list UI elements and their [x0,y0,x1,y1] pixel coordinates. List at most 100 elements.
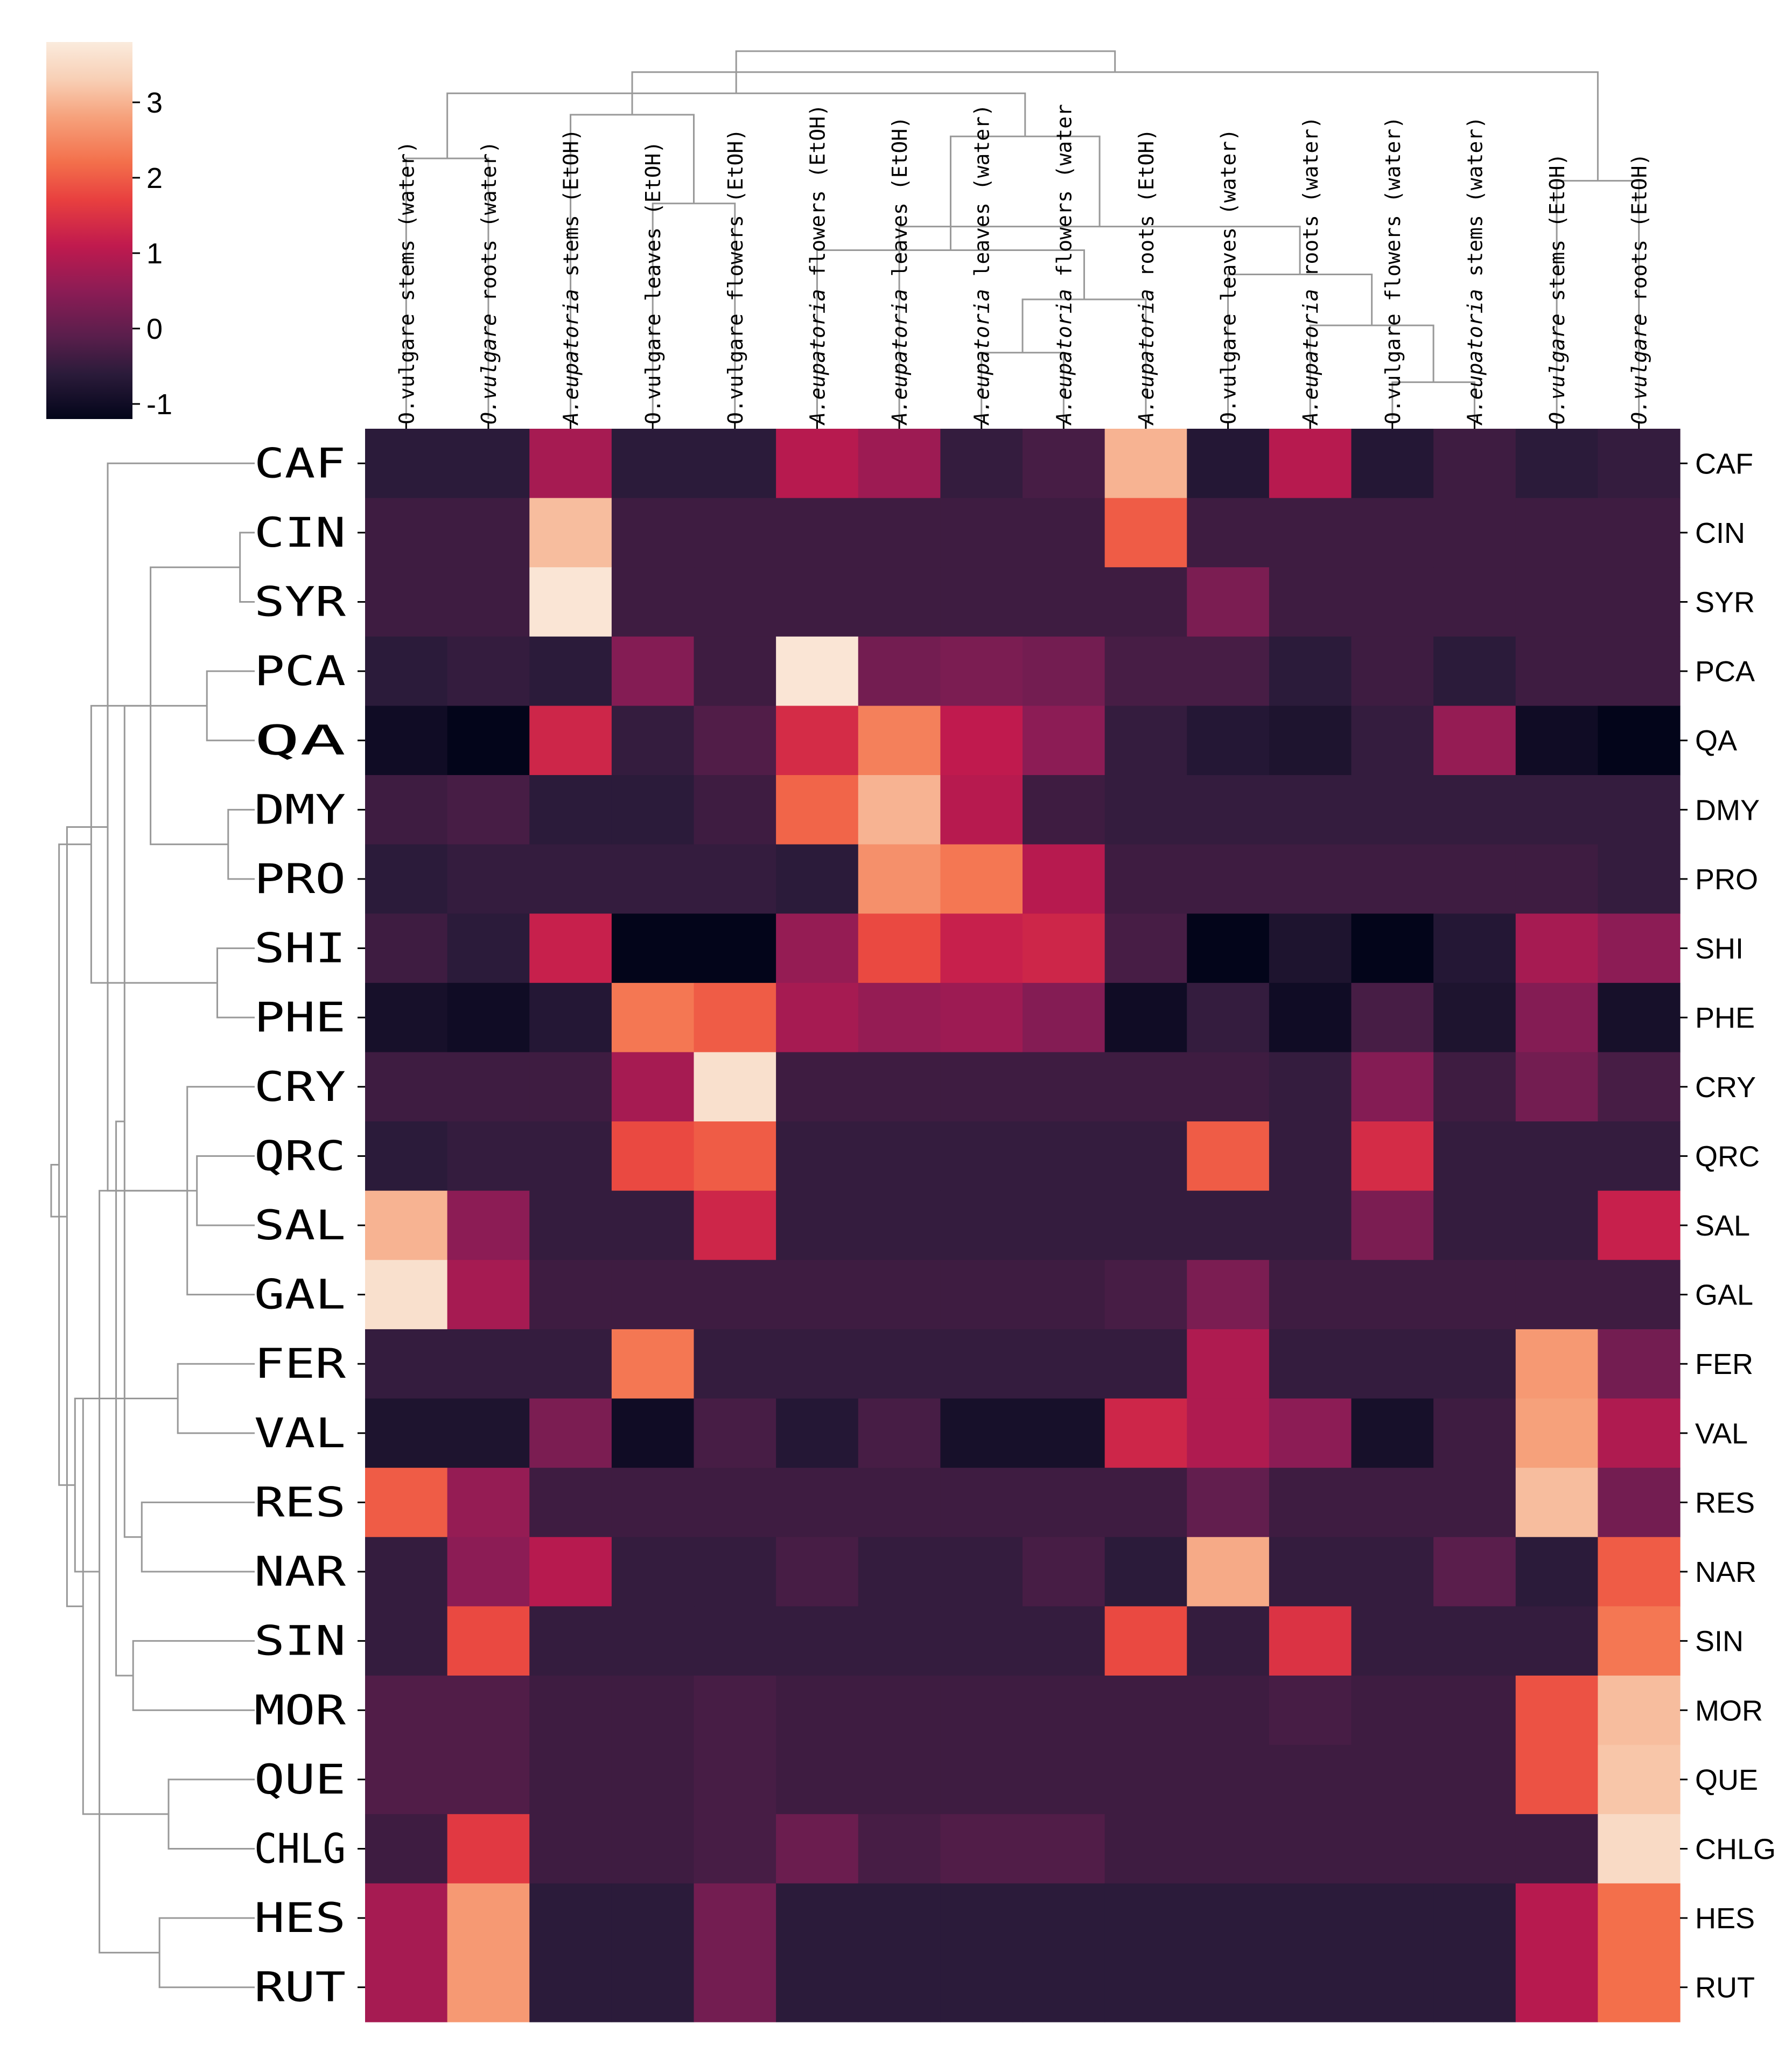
column-label-part: flowers (EtOH) [806,104,829,289]
column-label-species: A.eupatoria [1299,289,1322,425]
column-label-species: A.eupatoria [1052,289,1076,425]
colorbar-tick-label: 1 [146,238,163,270]
heatmap-cell-CIN-14 [1515,498,1598,568]
heatmap-cell-QUE-1 [447,1745,530,1815]
heatmap-cell-SAL-14 [1515,1190,1598,1260]
heatmap-cell-PHE-8 [1023,982,1105,1053]
heatmap-cell-RES-9 [1104,1468,1187,1538]
heatmap-cell-PRO-15 [1598,844,1681,914]
heatmap-cell-NAR-13 [1433,1537,1516,1607]
column-label-9: A.eupatoria roots (EtOH) [1135,129,1158,425]
row-label-right-DMY: DMY [1695,794,1760,826]
heatmap-cell-PCA-10 [1187,636,1270,707]
heatmap-cell-QRC-10 [1187,1121,1270,1191]
heatmap-cell-CHLG-1 [447,1814,530,1884]
column-label-species: A.eupatoria [1135,289,1158,425]
heatmap-cell-QRC-8 [1023,1121,1105,1191]
heatmap-cell-HES-15 [1598,1883,1681,1953]
heatmap-cell-RES-2 [529,1468,612,1538]
heatmap-cell-GAL-14 [1515,1260,1598,1330]
heatmap-cell-RES-14 [1515,1468,1598,1538]
heatmap-cell-CHLG-0 [365,1814,448,1884]
row-label-right-QUE: QUE [1695,1764,1758,1796]
row-label-left-VAL: VAL [254,1409,346,1457]
heatmap-cell-DMY-12 [1351,775,1434,845]
column-label-part: stems (water) [1463,116,1487,289]
heatmap-cell-GAL-12 [1351,1260,1434,1330]
row-label-right-CHLG: CHLG [1695,1833,1776,1865]
heatmap-cell-MOR-11 [1269,1675,1352,1746]
heatmap-cell-VAL-3 [611,1398,695,1468]
heatmap-cell-SHI-1 [447,913,530,983]
heatmap-cell-PRO-6 [858,844,941,914]
colorbar-tick-label: 3 [146,87,163,119]
row-dendrogram-link [239,532,255,603]
row-label-left-QUE: QUE [254,1755,346,1803]
heatmap-cell-RES-10 [1187,1468,1270,1538]
heatmap-cell-QRC-2 [529,1121,612,1191]
row-dendrogram-link [107,462,255,1192]
heatmap-cell-PCA-13 [1433,636,1516,707]
heatmap-cell-CHLG-12 [1351,1814,1434,1884]
column-label-species: A.eupatoria [888,289,912,425]
row-label-right-MOR: MOR [1695,1694,1763,1727]
heatmap-cell-CHLG-11 [1269,1814,1352,1884]
heatmap-cell-SAL-1 [447,1190,530,1260]
heatmap-cell-CRY-10 [1187,1052,1270,1122]
heatmap-cell-FER-14 [1515,1329,1598,1399]
heatmap-cell-CAF-8 [1023,429,1105,499]
row-dendrogram-link [82,1398,178,1815]
heatmap-cell-CRY-2 [529,1052,612,1122]
heatmap-cell-PRO-8 [1023,844,1105,914]
heatmap-cell-RUT-13 [1433,1952,1516,2022]
heatmap-cell-SIN-1 [447,1606,530,1676]
heatmap-cell-SIN-13 [1433,1606,1516,1676]
heatmap-cell-GAL-4 [694,1260,776,1330]
heatmap-cell-SHI-9 [1104,913,1187,983]
row-label-right-RES: RES [1695,1487,1755,1519]
row-label-left-CRY: CRY [254,1063,346,1111]
heatmap-cell-MOR-14 [1515,1675,1598,1746]
heatmap-cell-SHI-4 [694,913,776,983]
heatmap-cell-QUE-12 [1351,1745,1434,1815]
heatmap-cell-QA-8 [1023,706,1105,776]
column-label-species: O.vulgare [724,313,747,424]
column-label-species: O.vulgare [477,313,501,424]
heatmap-cell-PRO-7 [940,844,1023,914]
heatmap-cell-CRY-12 [1351,1052,1434,1122]
colorbar-gradient [46,42,132,419]
heatmap-cell-DMY-6 [858,775,941,845]
heatmap-cell-SHI-5 [776,913,859,983]
heatmap-cell-SHI-7 [940,913,1023,983]
heatmap-cell-CIN-1 [447,498,530,568]
heatmap-cell-PCA-6 [858,636,941,707]
column-label-14: O.vulgare stems (EtOH) [1545,154,1569,424]
heatmap-cell-MOR-0 [365,1675,448,1746]
column-dendrogram-link [652,203,736,419]
row-dendrogram-link [158,1917,255,1989]
row-label-left-QRC: QRC [254,1132,346,1180]
row-dendrogram-link [66,826,108,1607]
column-label-part: roots (water) [1299,116,1322,289]
heatmap-cell-CRY-11 [1269,1052,1352,1122]
heatmap-cell-RUT-4 [694,1952,776,2022]
heatmap-cell-CAF-5 [776,429,859,499]
row-label-left-PHE: PHE [254,993,346,1041]
column-label-part: flowers (water) [1381,116,1405,313]
heatmap-cell-RES-0 [365,1468,448,1538]
column-dendrogram-link [1021,298,1147,419]
column-label-7: A.eupatoria leaves (water) [970,104,994,425]
heatmap-cell-MOR-13 [1433,1675,1516,1746]
column-label-species: A.eupatoria [806,289,829,425]
colorbar-tick-label: -1 [146,388,172,421]
heatmap-cell-CRY-0 [365,1052,448,1122]
heatmap-cell-SIN-9 [1104,1606,1187,1676]
heatmap-cell-FER-1 [447,1329,530,1399]
heatmap-cell-SIN-11 [1269,1606,1352,1676]
heatmap-cell-PRO-3 [611,844,695,914]
heatmap-cell-NAR-11 [1269,1537,1352,1607]
heatmap-cell-PCA-11 [1269,636,1352,707]
row-label-left-SAL: SAL [254,1201,346,1249]
heatmap-cell-QA-5 [776,706,859,776]
